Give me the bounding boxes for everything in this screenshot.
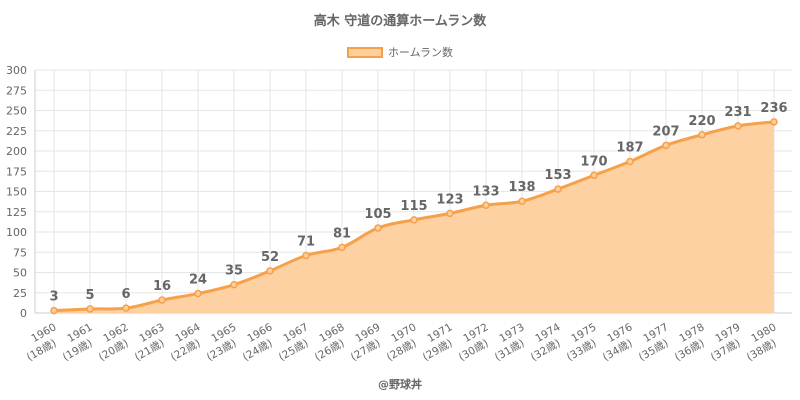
data-label: 153 [544, 168, 571, 183]
data-point [626, 157, 634, 166]
chart-title: 高木 守道の通算ホームラン数 [313, 14, 487, 29]
y-tick-label: 175 [6, 165, 27, 178]
data-point [338, 243, 346, 252]
y-tick-label: 50 [13, 267, 27, 280]
data-point [698, 131, 706, 139]
legend[interactable]: ホームラン数 [0, 44, 800, 60]
area-fill [54, 121, 774, 313]
data-label: 123 [436, 192, 463, 207]
data-label: 5 [85, 288, 94, 303]
data-point [86, 305, 94, 313]
data-point [554, 185, 562, 193]
data-point [662, 141, 670, 150]
data-point [266, 267, 274, 275]
credit-text: @野球丼 [378, 378, 422, 391]
y-tick-label: 250 [6, 105, 27, 118]
y-tick-label: 125 [6, 206, 27, 219]
data-point [770, 118, 778, 126]
data-label: 52 [261, 250, 279, 265]
y-tick-label: 150 [6, 186, 27, 199]
data-label: 24 [189, 273, 207, 288]
data-label: 115 [400, 199, 427, 214]
y-tick-label: 200 [6, 145, 27, 158]
data-label: 71 [297, 234, 315, 249]
data-point [158, 296, 166, 304]
data-point [122, 304, 130, 312]
data-point [374, 224, 382, 232]
data-label: 236 [760, 101, 787, 116]
data-label: 16 [153, 279, 171, 294]
data-point [194, 289, 202, 298]
data-label: 187 [616, 141, 643, 156]
data-point [410, 216, 418, 224]
data-point [50, 306, 58, 315]
data-point [518, 197, 526, 205]
data-label: 3 [49, 290, 58, 305]
y-tick-label: 75 [13, 246, 27, 259]
data-label: 81 [333, 226, 351, 241]
y-tick-label: 25 [13, 287, 27, 300]
data-point [482, 201, 490, 210]
legend-swatch [346, 46, 383, 58]
data-label: 231 [724, 105, 751, 120]
data-point [734, 122, 742, 130]
data-point [590, 171, 598, 180]
data-label: 138 [508, 180, 535, 195]
data-point [446, 209, 454, 218]
data-point [230, 280, 238, 289]
y-tick-label: 0 [20, 307, 27, 320]
data-label: 133 [472, 184, 499, 199]
y-tick-label: 300 [6, 64, 27, 77]
data-label: 207 [652, 124, 679, 139]
data-point [302, 251, 310, 260]
y-tick-label: 100 [6, 226, 27, 239]
data-label: 35 [225, 264, 243, 279]
data-label: 170 [580, 154, 607, 169]
y-tick-label: 225 [6, 125, 27, 138]
y-tick-label: 275 [6, 84, 27, 97]
data-label: 6 [121, 287, 130, 302]
data-label: 105 [364, 207, 391, 222]
legend-label: ホームラン数 [387, 46, 454, 59]
data-label: 220 [688, 114, 715, 129]
